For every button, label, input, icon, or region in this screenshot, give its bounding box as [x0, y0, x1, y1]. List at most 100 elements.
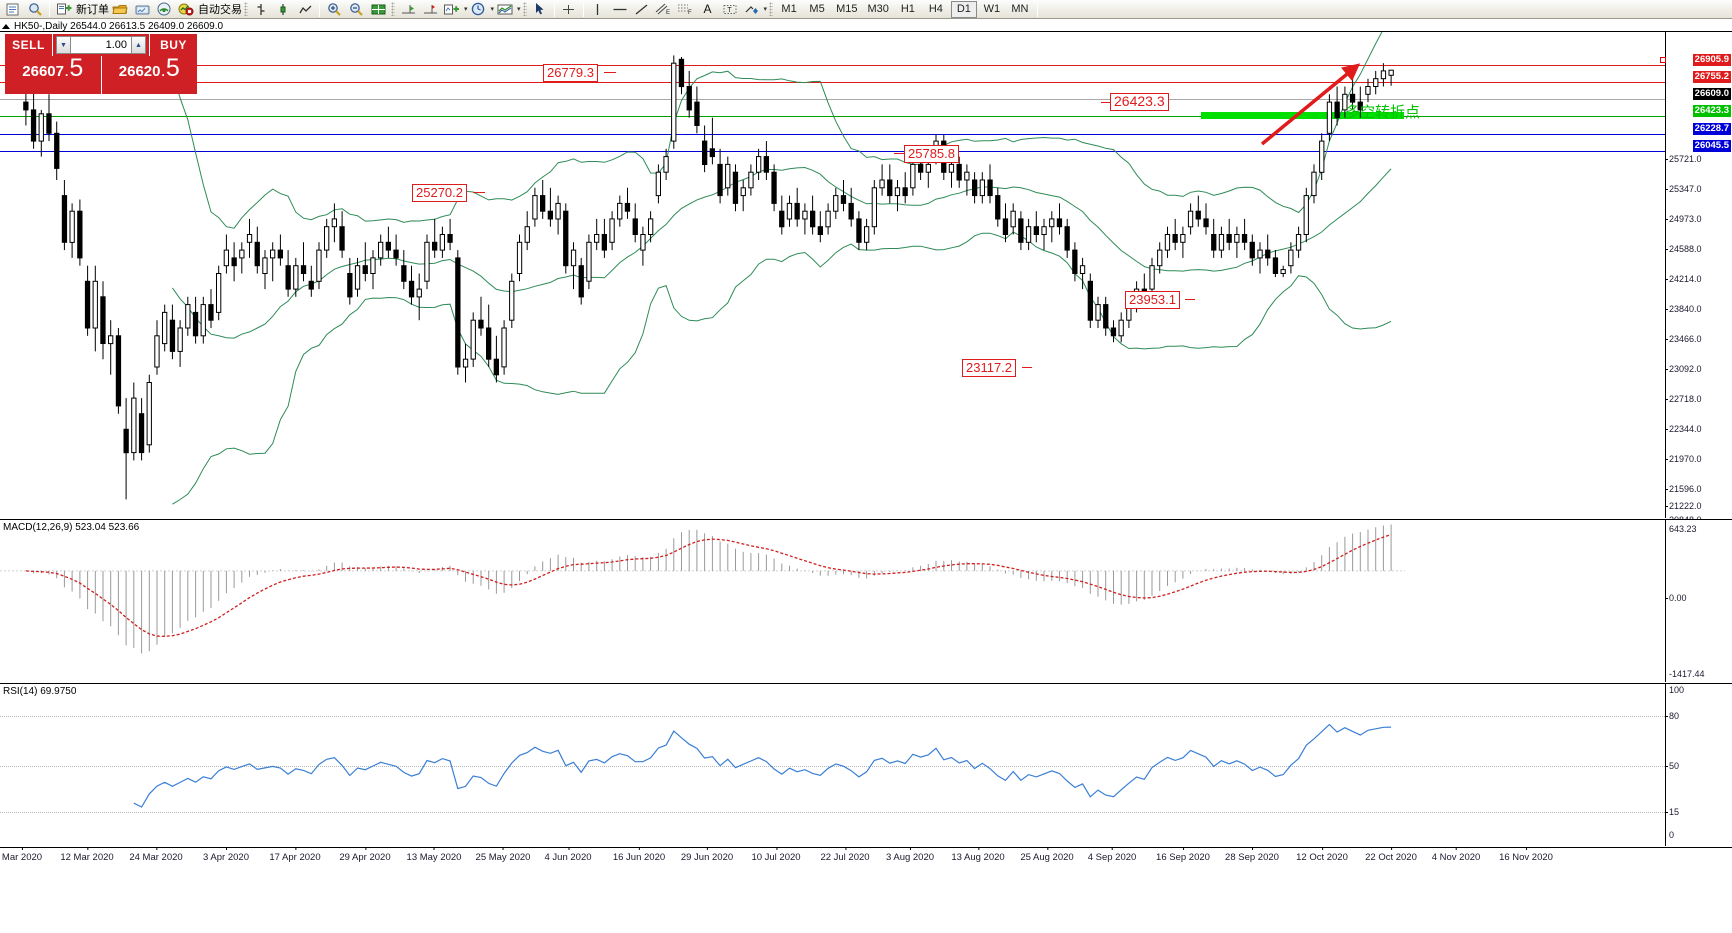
rsi-plot-area[interactable]: [0, 684, 1665, 846]
period-icon[interactable]: [469, 1, 489, 18]
objects-icon[interactable]: [742, 1, 762, 18]
macd-plot-area[interactable]: [0, 520, 1665, 682]
volume-control[interactable]: ▼ 1.00 ▲: [53, 34, 149, 56]
candlestick: [277, 234, 284, 266]
candlestick: [1118, 312, 1124, 343]
trendline-icon[interactable]: [632, 1, 652, 18]
annotation-23953[interactable]: 23953.1: [1125, 291, 1180, 309]
time-axis[interactable]: Mar 2020 12 Mar 2020 24 Mar 2020 3 Apr 2020…: [0, 847, 1732, 867]
candlestick-chart-icon[interactable]: [273, 1, 293, 18]
crosshair-icon[interactable]: [559, 1, 579, 18]
rsi-axis[interactable]: 100 80 50 15 0: [1664, 684, 1732, 846]
toolbar-drag-handle[interactable]: [244, 2, 248, 16]
volume-input[interactable]: 1.00: [71, 36, 131, 54]
auto-trading-icon[interactable]: [176, 1, 196, 18]
toolbar-drag-handle-2[interactable]: [391, 2, 395, 16]
candlestick: [1241, 218, 1248, 251]
signal-icon[interactable]: [154, 1, 174, 18]
indicators-icon[interactable]: [442, 1, 462, 18]
price-plot-area[interactable]: 26779.3 25270.2 25785.8 23117.2 23953.1 …: [0, 32, 1665, 518]
candlestick: [509, 273, 515, 328]
timeframe-w1[interactable]: W1: [983, 3, 1001, 15]
candlestick: [100, 281, 106, 360]
timeframe-m15[interactable]: M15: [836, 3, 858, 15]
new-order-icon[interactable]: [54, 1, 74, 18]
toolbar-drag-handle-3[interactable]: [522, 2, 527, 16]
volume-increase-button[interactable]: ▲: [131, 36, 146, 54]
timeframe-h1[interactable]: H1: [900, 3, 915, 15]
timeframe-mn[interactable]: MN: [1011, 3, 1029, 15]
candlestick: [416, 273, 422, 321]
svg-text:F: F: [688, 10, 692, 16]
annotation-23117[interactable]: 23117.2: [962, 359, 1017, 377]
buy-price-decimal: 5: [165, 54, 180, 82]
candlestick: [308, 265, 314, 297]
annotation-26779[interactable]: 26779.3: [543, 64, 598, 82]
timeframe-m30[interactable]: M30: [867, 3, 889, 15]
cursor-icon[interactable]: [530, 1, 550, 18]
line-chart-icon[interactable]: [295, 1, 315, 18]
objects-dropdown-caret[interactable]: ▾: [763, 6, 768, 13]
price-axis[interactable]: 26905.9 26755.2 26609.0 26423.3 26228.7 …: [1660, 32, 1732, 525]
candlestick: [601, 218, 608, 258]
macd-tick-min: -1417.44: [1669, 669, 1705, 679]
text-icon[interactable]: A: [703, 2, 712, 16]
timeframe-m1[interactable]: M1: [781, 3, 797, 15]
candlestick: [331, 203, 338, 243]
folder-icon[interactable]: [110, 1, 130, 18]
period-dropdown-caret[interactable]: ▾: [490, 6, 495, 13]
toolbar-drag-handle-4[interactable]: [769, 2, 774, 16]
equidistant-channel-icon[interactable]: E: [654, 1, 674, 18]
terminal-icon[interactable]: [132, 1, 152, 18]
macd-pane[interactable]: MACD(12,26,9) 523.04 523.66 643.23 0.00 …: [0, 519, 1732, 682]
zoom-in-icon[interactable]: [324, 1, 344, 18]
vertical-line-icon[interactable]: [588, 1, 608, 18]
one-click-trading-panel[interactable]: SELL ▼ 1.00 ▲ BUY 26607 . 5 26620 . 5: [5, 34, 197, 94]
candlestick: [316, 242, 322, 290]
macd-axis[interactable]: 643.23 0.00 -1417.44: [1665, 520, 1732, 682]
annotation-26423[interactable]: 26423.3: [1110, 93, 1169, 111]
timeframe-h4[interactable]: H4: [928, 3, 943, 15]
trend-reversal-note[interactable]: 多空转折点: [1345, 103, 1421, 121]
timeframe-m5[interactable]: M5: [809, 3, 825, 15]
candlestick: [810, 195, 816, 235]
candlestick: [640, 226, 646, 266]
bar-chart-icon[interactable]: [251, 1, 271, 18]
candlestick: [547, 187, 554, 227]
annotation-25270[interactable]: 25270.2: [412, 184, 467, 202]
candlestick: [586, 234, 592, 290]
annotation-25785[interactable]: 25785.8: [904, 145, 959, 163]
fibonacci-icon[interactable]: F: [676, 1, 696, 18]
templates-dropdown-caret[interactable]: ▾: [517, 6, 521, 13]
zoom-out-icon[interactable]: [346, 1, 366, 18]
price-pane[interactable]: 26779.3 25270.2 25785.8 23117.2 23953.1 …: [0, 31, 1732, 525]
candlestick: [347, 257, 353, 305]
price-tag-26045: 26045.5: [1692, 140, 1731, 152]
chart-collapse-icon[interactable]: [2, 23, 10, 29]
candlestick: [1257, 242, 1263, 274]
magnifier-icon[interactable]: [25, 1, 45, 18]
candlestick: [979, 172, 986, 204]
volume-decrease-button[interactable]: ▼: [56, 36, 71, 54]
chart-shift-icon[interactable]: [398, 1, 418, 18]
auto-scroll-icon[interactable]: [420, 1, 440, 18]
templates-icon[interactable]: [495, 1, 515, 18]
buy-button[interactable]: BUY: [149, 34, 197, 56]
candlestick: [1218, 226, 1225, 258]
buy-price[interactable]: 26620 . 5: [102, 56, 198, 94]
timeframe-d1[interactable]: D1: [950, 0, 977, 18]
horizontal-line-icon[interactable]: [610, 1, 630, 18]
sell-price[interactable]: 26607 . 5: [5, 56, 101, 94]
time-axis-label: 3 Aug 2020: [885, 847, 935, 863]
price-tag-26228: 26228.7: [1692, 123, 1731, 135]
rsi-tick-100: 100: [1669, 685, 1685, 695]
sell-button[interactable]: SELL: [5, 34, 53, 56]
grid-icon[interactable]: [368, 1, 388, 18]
new-chart-icon[interactable]: [3, 1, 23, 18]
rsi-pane[interactable]: RSI(14) 69.9750 100 80 50 15 0: [0, 683, 1732, 846]
candlestick: [401, 250, 407, 290]
text-label-icon[interactable]: T: [720, 1, 740, 18]
price-tick: 25721.0: [1665, 154, 1702, 164]
candlestick: [262, 250, 268, 290]
indicators-dropdown-caret[interactable]: ▾: [464, 6, 468, 13]
